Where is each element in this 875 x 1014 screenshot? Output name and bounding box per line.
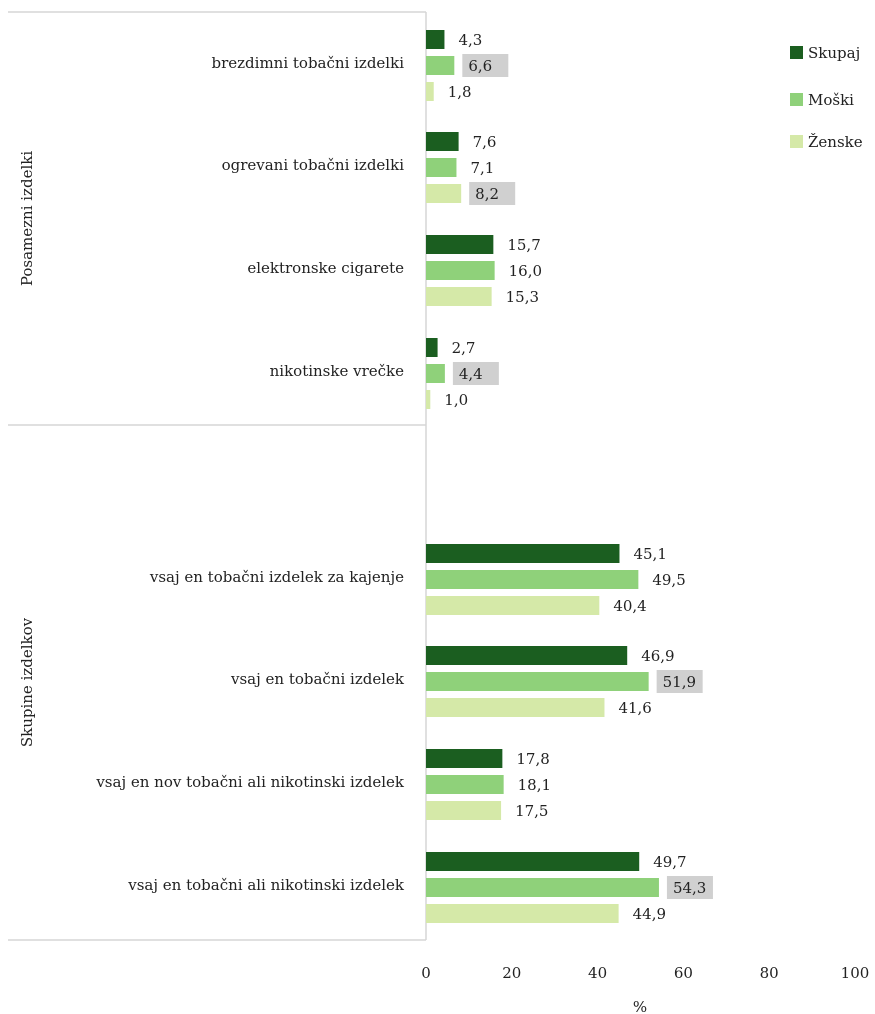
value-label: 6,6 [468, 57, 492, 75]
value-label: 17,8 [516, 750, 549, 768]
bar [426, 30, 445, 49]
bar [426, 364, 445, 383]
group-labels: Posamezni izdelki Skupine izdelkov [18, 151, 36, 747]
x-tick-label: 20 [502, 964, 521, 982]
value-label: 1,8 [448, 83, 472, 101]
bar [426, 570, 639, 589]
bar [426, 646, 628, 665]
legend: Skupaj Moški Ženske [790, 44, 863, 151]
value-label: 49,5 [652, 571, 685, 589]
legend-swatch [790, 135, 803, 148]
x-tick-label: 80 [760, 964, 779, 982]
bar [426, 775, 504, 794]
bar [426, 801, 502, 820]
value-label: 41,6 [618, 699, 651, 717]
legend-label: Ženske [808, 133, 863, 151]
category-labels: brezdimni tobačni izdelki ogrevani tobačn… [95, 54, 405, 894]
bar [426, 698, 605, 717]
x-tick-label: 100 [841, 964, 870, 982]
category-label: vsaj en tobačni izdelek [230, 670, 405, 688]
value-label-highlight [469, 182, 516, 205]
legend-label: Skupaj [808, 44, 860, 62]
value-label: 16,0 [509, 262, 542, 280]
value-label: 46,9 [641, 647, 674, 665]
value-label: 4,4 [459, 365, 483, 383]
bar [426, 390, 431, 409]
value-label: 15,3 [506, 288, 539, 306]
bar [426, 544, 620, 563]
bar [426, 132, 459, 151]
category-label: nikotinske vrečke [270, 362, 405, 380]
value-label-highlight [656, 670, 703, 693]
value-labels: 4,3 7,6 15,7 2,7 45,1 46,9 17,8 49,7 6,6 7,1 16,0 4… [444, 31, 713, 923]
value-label: 7,6 [473, 133, 497, 151]
bar [426, 878, 659, 897]
bar [426, 749, 503, 768]
value-label-highlight [452, 362, 499, 385]
bar [426, 596, 600, 615]
value-label: 54,3 [673, 879, 706, 897]
bar [426, 56, 455, 75]
value-label: 2,7 [452, 339, 476, 357]
bar [426, 235, 494, 254]
legend-label: Moški [808, 91, 854, 109]
legend-swatch [790, 46, 803, 59]
bar [426, 287, 492, 306]
value-label: 45,1 [633, 545, 666, 563]
value-label: 44,9 [633, 905, 666, 923]
value-label: 1,0 [444, 391, 468, 409]
bar [426, 338, 438, 357]
value-label-highlight [462, 54, 509, 77]
x-axis-label: % [633, 998, 647, 1014]
value-label: 4,3 [458, 31, 482, 49]
chart-frame [8, 11, 427, 941]
bar [426, 158, 457, 177]
category-label: brezdimni tobačni izdelki [212, 54, 405, 72]
bar [426, 904, 619, 923]
category-label: elektronske cigarete [247, 259, 404, 277]
x-tick-label: 40 [588, 964, 607, 982]
value-label: 17,5 [515, 802, 548, 820]
category-label: vsaj en tobačni izdelek za kajenje [149, 568, 404, 586]
bars [426, 30, 659, 923]
legend-swatch [790, 93, 803, 106]
value-label: 51,9 [663, 673, 696, 691]
value-label: 7,1 [470, 159, 494, 177]
group-label: Skupine izdelkov [18, 617, 36, 747]
bar [426, 184, 462, 203]
x-axis-ticks: 0 20 40 60 80 100 [421, 964, 869, 982]
value-label: 8,2 [475, 185, 499, 203]
value-label: 15,7 [507, 236, 540, 254]
value-label-highlight [666, 876, 713, 899]
category-label: ogrevani tobačni izdelki [222, 156, 405, 174]
category-label: vsaj en tobačni ali nikotinski izdelek [127, 876, 405, 894]
value-label: 18,1 [518, 776, 551, 794]
bar [426, 852, 640, 871]
bar [426, 672, 649, 691]
bar [426, 82, 434, 101]
group-label: Posamezni izdelki [18, 151, 36, 286]
value-label: 40,4 [613, 597, 646, 615]
bar [426, 261, 495, 280]
x-tick-label: 0 [421, 964, 431, 982]
x-tick-label: 60 [674, 964, 693, 982]
value-label: 49,7 [653, 853, 686, 871]
category-label: vsaj en nov tobačni ali nikotinski izdel… [95, 773, 405, 791]
